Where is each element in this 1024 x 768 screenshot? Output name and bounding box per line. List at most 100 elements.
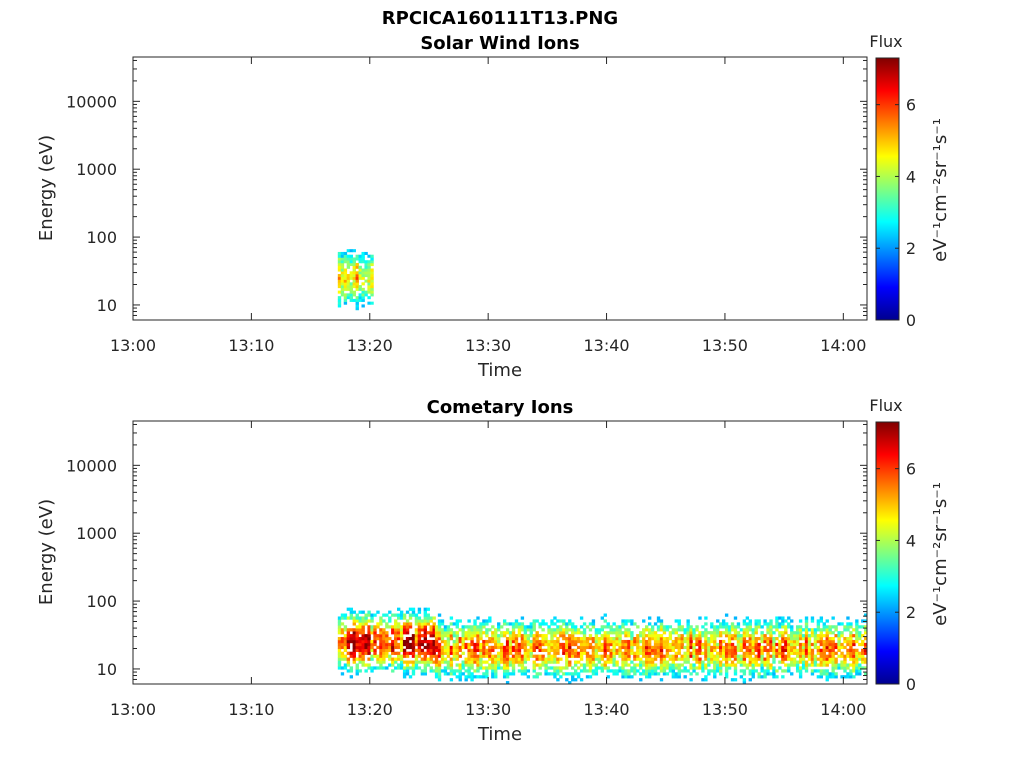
flux-cell [609,631,613,635]
flux-cell [346,637,351,641]
flux-cell [721,622,726,626]
flux-cell [426,607,430,611]
flux-cell [831,639,835,644]
x-tick-label: 13:30 [465,700,511,719]
flux-cell [364,271,368,275]
flux-cell [713,631,717,635]
flux-cell [568,639,572,644]
flux-cell [346,663,351,667]
flux-cell [568,651,572,655]
flux-cell [458,666,462,670]
flux-cell [473,628,477,632]
flux-cell [819,642,824,647]
flux-cell [432,642,436,647]
flux-cell [355,265,359,269]
flux-cell [440,637,445,641]
flux-cell [541,628,545,632]
flux-cell [414,654,419,658]
flux-cell [367,260,371,264]
flux-cell [532,619,536,623]
flux-cell [778,654,782,658]
flux-cell [650,651,655,655]
flux-cell [434,654,439,658]
flux-cell [397,634,401,638]
flux-cell [346,660,351,664]
flux-cell [701,669,705,673]
flux-cell [787,669,791,673]
flux-cell [766,639,770,644]
flux-cell [621,654,625,658]
flux-cell [452,654,457,658]
flux-cell [801,666,806,670]
flux-cell [494,639,498,644]
flux-cell [352,619,356,623]
flux-cell [713,663,717,667]
flux-cell [476,660,480,664]
flux-cell [364,613,368,617]
flux-cell [349,257,354,261]
flux-cell [745,651,750,655]
flux-cell [778,648,782,652]
flux-cell [346,262,351,267]
flux-cell [497,639,501,644]
flux-cell [618,634,622,638]
flux-cell [707,663,711,667]
flux-cell [822,639,826,644]
flux-cell [397,645,401,650]
flux-cell [358,298,362,302]
flux-cell [556,678,560,682]
flux-cell [502,654,507,658]
flux-cell [813,663,818,667]
flux-cell [367,276,371,280]
flux-cell [373,631,377,635]
flux-cell [402,622,407,626]
flux-cell [739,654,744,658]
panel-title: Solar Wind Ions [420,33,579,54]
flux-cell [837,631,841,635]
flux-cell [458,678,462,682]
flux-cell [686,625,690,629]
flux-cell [399,625,404,629]
flux-cell [355,672,359,676]
flux-cell [790,625,794,629]
flux-cell [452,645,457,650]
flux-cell [399,628,404,632]
flux-cell [671,657,676,661]
flux-cell [364,262,368,267]
flux-cell [376,654,380,658]
flux-cell [742,678,747,682]
flux-cell [612,672,616,676]
flux-cell [394,639,398,644]
flux-cell [402,631,407,635]
flux-cell [349,285,354,289]
flux-cell [576,628,581,632]
flux-cell [692,648,696,652]
flux-cell [861,625,865,629]
flux-cell [411,637,416,641]
flux-cell [582,628,587,632]
flux-cell [582,634,587,638]
flux-cell [671,675,676,679]
flux-cell [376,657,380,661]
flux-cell [784,625,788,629]
flux-cell [346,287,351,291]
flux-cell [446,631,451,635]
flux-cell [704,645,708,650]
flux-cell [719,660,723,664]
flux-cell [346,657,351,661]
flux-cell [550,648,554,652]
flux-cell [523,657,528,661]
flux-cell [337,296,342,300]
flux-cell [837,648,841,652]
flux-cell [382,654,386,658]
flux-cell [391,639,395,644]
flux-cell [535,637,539,641]
flux-cell [639,666,643,670]
flux-cell [523,669,528,673]
flux-cell [727,634,732,638]
flux-cell [647,651,652,655]
flux-cell [346,628,351,632]
flux-cell [647,660,652,664]
flux-cell [585,651,590,655]
flux-cell [479,645,483,650]
